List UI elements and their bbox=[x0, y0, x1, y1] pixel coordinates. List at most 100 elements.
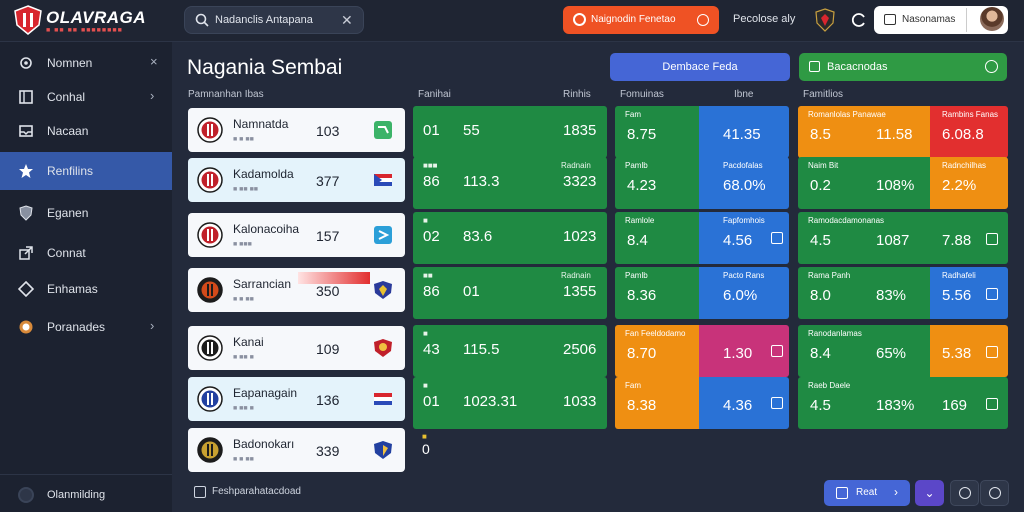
team-subtitle: ■ ■ ■■ bbox=[233, 136, 254, 143]
help-button[interactable] bbox=[980, 480, 1009, 506]
sidebar-item-nacaan[interactable]: Nacaan bbox=[0, 112, 172, 150]
column-header: Fanihai bbox=[418, 89, 451, 100]
stat-value: 02 bbox=[423, 228, 440, 245]
page-title: Nagania Sembai bbox=[187, 56, 343, 79]
team-shield-icon[interactable] bbox=[815, 8, 835, 32]
expand-icon[interactable] bbox=[986, 398, 998, 410]
bottom-action-button[interactable]: Reat › bbox=[824, 480, 910, 506]
stat-card[interactable]: ■ 02 83.6 1023 bbox=[413, 212, 607, 264]
odds-card[interactable]: Fam 8.38 4.36 bbox=[615, 377, 789, 429]
odds-card[interactable]: Pamlb Pacdofalas 4.23 68.0% bbox=[615, 157, 789, 209]
sidebar-item-poranades[interactable]: Poranades › bbox=[0, 308, 172, 346]
bottom-action-label: Reat bbox=[856, 487, 878, 498]
expand-icon[interactable] bbox=[986, 346, 998, 358]
team-card[interactable]: Namnatda ■ ■ ■■ 103 bbox=[188, 108, 405, 152]
top-red-button[interactable]: Naignodin Fenetao bbox=[563, 6, 719, 34]
brand-name: OLAVRAGA bbox=[46, 8, 147, 27]
team-card[interactable]: Kalonacoiha ■ ■■■ 157 bbox=[188, 213, 405, 257]
close-icon[interactable]: × bbox=[150, 54, 158, 69]
column-header: Ibne bbox=[734, 89, 754, 100]
odds-card[interactable]: Fam 8.75 41.35 bbox=[615, 106, 789, 158]
sidebar-item-conhal[interactable]: Conhal › bbox=[0, 78, 172, 116]
primary-action-button[interactable]: Dembace Feda bbox=[610, 53, 790, 81]
form-value: 108% bbox=[876, 177, 915, 194]
secondary-action-button[interactable]: Bacacnodas bbox=[799, 53, 1007, 81]
expand-icon[interactable] bbox=[771, 345, 783, 357]
inbox-icon bbox=[19, 125, 33, 137]
sidebar-item-connat[interactable]: Connat bbox=[0, 234, 172, 272]
avatar[interactable] bbox=[980, 7, 1004, 31]
clear-search-icon[interactable]: ✕ bbox=[341, 12, 353, 28]
odds-card[interactable]: Fan Feeldodamo 8.70 1.30 bbox=[615, 325, 789, 377]
edit-icon bbox=[836, 487, 848, 499]
sidebar-item-label: Enhamas bbox=[47, 282, 98, 296]
expand-icon[interactable] bbox=[986, 233, 998, 245]
stat-value: 1835 bbox=[563, 122, 597, 139]
chevron-right-icon[interactable]: › bbox=[150, 88, 155, 103]
form-card[interactable]: Rama Panh Radhafeli 8.0 83% 5.56 bbox=[798, 267, 1008, 319]
star-icon bbox=[19, 164, 33, 178]
sidebar-item-nomnen[interactable]: Nomnen × bbox=[0, 44, 172, 82]
sidebar-item-eganen[interactable]: Eganen bbox=[0, 194, 172, 232]
refresh-icon[interactable] bbox=[850, 11, 868, 29]
form-card[interactable]: Ramodacdamonanas 4.5 1087 7.88 bbox=[798, 212, 1008, 264]
expand-icon[interactable] bbox=[771, 397, 783, 409]
top-link[interactable]: Pecolose aly bbox=[733, 13, 796, 25]
team-name: Namnatda bbox=[233, 117, 289, 131]
form-card[interactable]: Raeb Daele 4.5 183% 169 bbox=[798, 377, 1008, 429]
stat-value: 3323 bbox=[563, 173, 597, 190]
odds-right-panel bbox=[699, 267, 789, 319]
chevron-right-icon: › bbox=[894, 485, 898, 499]
bottom-note[interactable]: Feshparahatacdoad bbox=[212, 486, 301, 497]
team-crest-icon bbox=[197, 167, 223, 193]
extra-stat-tag: ■ bbox=[422, 432, 427, 441]
form-value: 11.58 bbox=[876, 126, 913, 143]
sidebar-item-label: Nacaan bbox=[47, 124, 89, 138]
sidebar-footer[interactable]: Olanmilding bbox=[0, 474, 172, 512]
stat-value: 1023.31 bbox=[463, 393, 518, 410]
logo-icon bbox=[14, 5, 42, 35]
stat-card[interactable]: ■■■ Radnain 86 113.3 3323 bbox=[413, 157, 607, 209]
form-card[interactable]: Naim Bit Radnchilhas 0.2 108% 2.2% bbox=[798, 157, 1008, 209]
odds-card[interactable]: Ramlole Fapfomhois 8.4 4.56 bbox=[615, 212, 789, 264]
form-card[interactable]: Romanlolas Panawae Rambins Fanas 8.5 11.58 6… bbox=[798, 106, 1008, 158]
odds-right-panel bbox=[699, 157, 789, 209]
top-bar bbox=[0, 0, 1024, 42]
stat-card[interactable]: ■ 43 115.5 2506 bbox=[413, 325, 607, 377]
form-label: Radhafeli bbox=[942, 271, 976, 280]
team-card[interactable]: Eapanagain ■ ■■ ■ 136 bbox=[188, 377, 405, 421]
form-value: 5.38 bbox=[942, 345, 972, 362]
form-value: 183% bbox=[876, 397, 915, 414]
form-card[interactable]: Ranodanlamas 8.4 65% 5.38 bbox=[798, 325, 1008, 377]
stat-card[interactable]: ■ 01 1023.31 1033 bbox=[413, 377, 607, 429]
odds-card[interactable]: Pamlb Pacto Rans 8.36 6.0% bbox=[615, 267, 789, 319]
team-flag-icon bbox=[374, 121, 392, 139]
stat-card[interactable]: 01 55 1835 bbox=[413, 106, 607, 158]
expand-icon[interactable] bbox=[771, 232, 783, 244]
sidebar-item-enhamas[interactable]: Enhamas bbox=[0, 270, 172, 308]
odds-value: 4.36 bbox=[723, 397, 753, 414]
form-label: Ramodacdamonanas bbox=[808, 216, 885, 225]
settings-button[interactable] bbox=[950, 480, 979, 506]
team-card[interactable]: Sarrancian ■ ■ ■■ 350 bbox=[188, 268, 405, 312]
stat-card[interactable]: ■■ Radnain 86 01 1355 bbox=[413, 267, 607, 319]
team-card[interactable]: Kadamolda ■ ■■ ■■ 377 bbox=[188, 158, 405, 202]
chevron-right-icon[interactable]: › bbox=[150, 318, 155, 333]
odds-value: 6.0% bbox=[723, 287, 758, 304]
expand-icon[interactable] bbox=[986, 288, 998, 300]
odds-value: 41.35 bbox=[723, 126, 761, 143]
team-card[interactable]: Badonokarı ■ ■ ■■ 339 bbox=[188, 428, 405, 472]
team-name: Eapanagain bbox=[233, 386, 298, 400]
dropdown-button[interactable]: ⌄ bbox=[915, 480, 944, 506]
odds-value: 8.38 bbox=[627, 397, 657, 414]
team-crest-icon bbox=[197, 222, 223, 248]
form-label: Ranodanlamas bbox=[808, 329, 862, 338]
team-card[interactable]: Kanai ■ ■■ ■ 109 bbox=[188, 326, 405, 370]
external-link-icon bbox=[19, 246, 33, 260]
search-box[interactable]: Nadanclis Antapana ✕ bbox=[184, 6, 364, 34]
stat-value: 1023 bbox=[563, 228, 597, 245]
search-input[interactable]: Nadanclis Antapana bbox=[215, 14, 313, 26]
sidebar-item-renfilins[interactable]: Renfilins bbox=[0, 152, 172, 190]
chat-icon bbox=[697, 14, 709, 26]
footer-icon bbox=[18, 487, 34, 503]
